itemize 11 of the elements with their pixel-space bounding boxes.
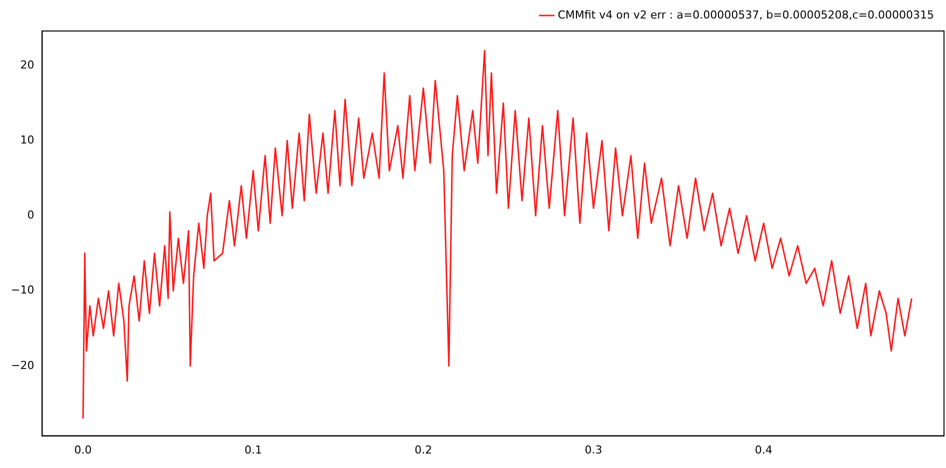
y-tick-label: −10 xyxy=(10,284,34,297)
x-tick-label: 0.4 xyxy=(754,443,772,456)
y-tick-label: 0 xyxy=(27,208,34,222)
y-tick-label: 20 xyxy=(20,58,34,72)
x-tick-label: 0.2 xyxy=(414,443,432,456)
x-tick-label: 0.1 xyxy=(244,443,262,456)
x-tick-label: 0.0 xyxy=(74,443,92,456)
legend-label: CMMfit v4 on v2 err : a=0.00000537, b=0.00005208,c=0.00000315 xyxy=(558,8,934,22)
x-tick-label: 0.3 xyxy=(584,443,602,456)
y-tick-label: −20 xyxy=(10,358,34,372)
y-tick-label: 10 xyxy=(20,134,34,147)
